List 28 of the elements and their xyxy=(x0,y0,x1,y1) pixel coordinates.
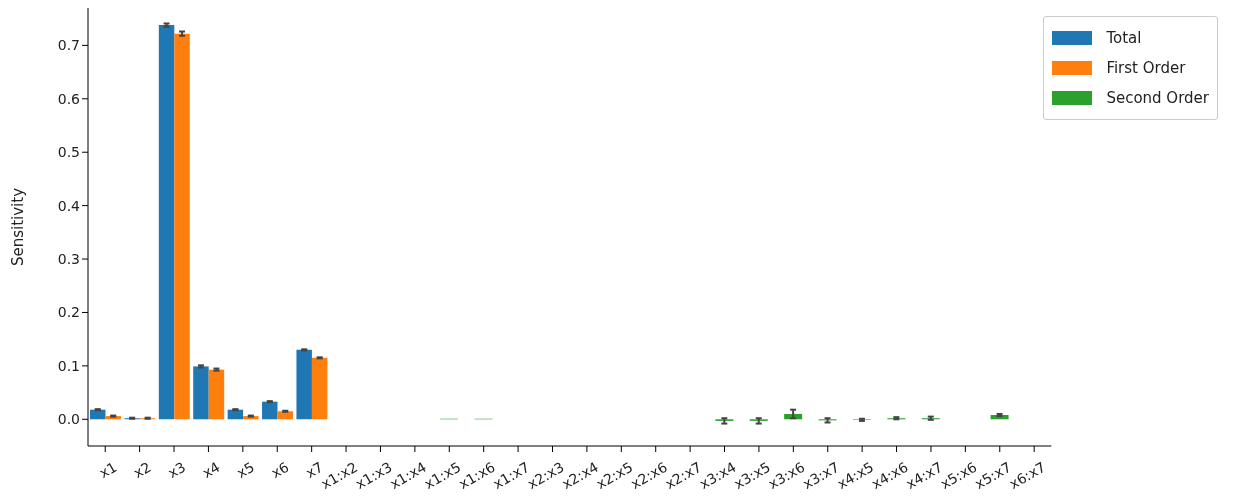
bar xyxy=(227,409,244,420)
legend-label: Total xyxy=(1105,28,1143,49)
y-tick-label: 0.0 xyxy=(57,411,80,428)
x-tick-label: x3 xyxy=(165,458,189,482)
x-tick-label: x5 xyxy=(234,458,257,482)
bar xyxy=(193,366,209,420)
y-tick-label: 0.1 xyxy=(57,357,80,374)
x-tick-label: x6 xyxy=(268,458,292,482)
y-tick-label: 0.7 xyxy=(57,37,80,54)
bar xyxy=(158,25,175,420)
bar xyxy=(174,33,190,420)
bar xyxy=(262,401,278,420)
y-tick-label: 0.6 xyxy=(57,90,81,107)
y-tick-label: 0.3 xyxy=(57,251,80,268)
bar xyxy=(311,357,328,420)
x-tick-label: x2 xyxy=(130,458,154,482)
bar xyxy=(208,369,225,420)
y-tick-label: 0.5 xyxy=(57,144,80,161)
legend-label: Second Order xyxy=(1105,88,1209,109)
y-tick-label: 0.2 xyxy=(57,304,80,321)
legend-label: First Order xyxy=(1105,58,1187,79)
x-tick-label: x1 xyxy=(96,458,120,482)
bar xyxy=(296,349,312,420)
bar xyxy=(90,409,106,420)
y-tick-label: 0.4 xyxy=(57,197,81,214)
y-axis-title: Sensitivity xyxy=(9,187,28,267)
x-tick-label: x4 xyxy=(199,458,223,482)
x-tick-label: x7 xyxy=(302,458,326,482)
